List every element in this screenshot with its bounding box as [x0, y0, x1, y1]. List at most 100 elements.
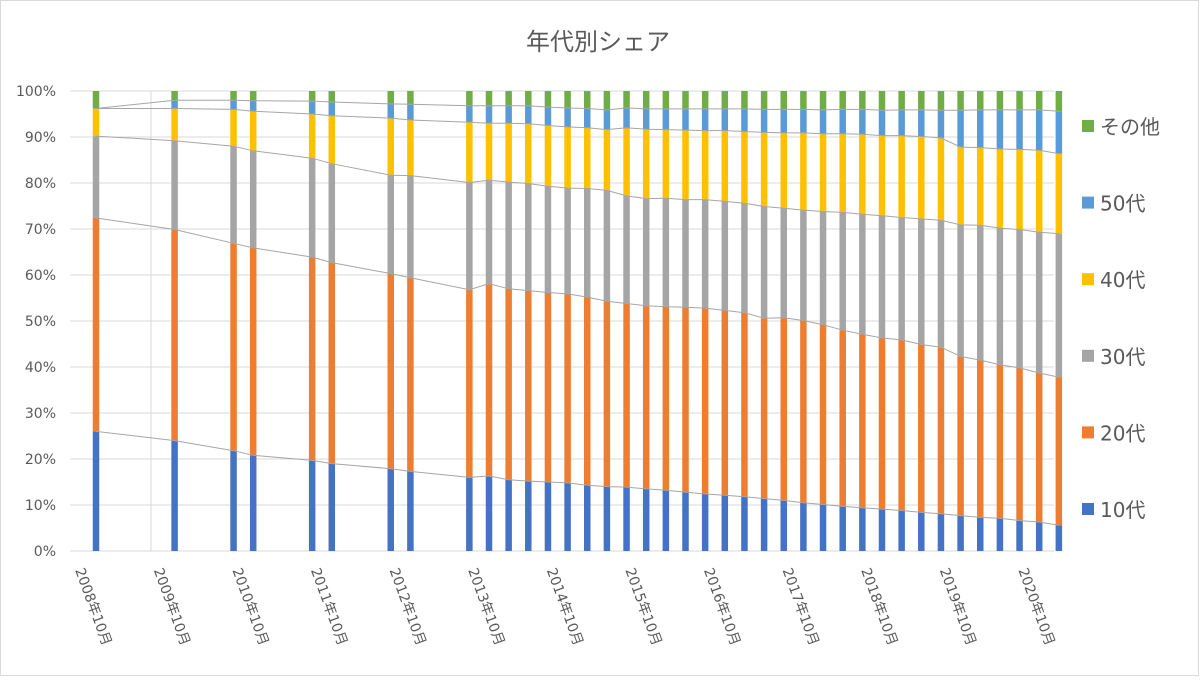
bar-segment [1055, 377, 1063, 526]
bar-segment [800, 109, 807, 133]
y-tick-label: 80% [25, 176, 56, 192]
bar-segment [407, 471, 414, 551]
bar-segment [1035, 522, 1043, 551]
legend-label: 20代 [1100, 421, 1145, 445]
bar-segment [603, 109, 611, 130]
bar-segment [682, 108, 689, 131]
bar-segment [1055, 111, 1063, 154]
bar-segment [544, 186, 552, 293]
bar-segment [642, 198, 650, 306]
bar-segment [878, 91, 886, 111]
bar-segment [525, 183, 532, 291]
bar-segment [525, 105, 532, 124]
bar-segment [564, 126, 571, 189]
bar-segment [957, 147, 964, 225]
bars [92, 91, 1063, 551]
bar-segment [328, 102, 336, 116]
bar-segment [505, 182, 512, 289]
bar-segment [230, 450, 237, 551]
bar-segment [701, 199, 709, 309]
bar-segment [230, 91, 237, 101]
series-boundary-line [95, 135, 1059, 235]
bar-segment [898, 91, 905, 110]
bar-segment [1055, 525, 1063, 551]
bar-segment [721, 130, 729, 202]
y-tick-label: 0% [34, 544, 56, 560]
bar-segment [249, 100, 257, 112]
bar-segment [92, 91, 100, 109]
y-axis-ticks: 0% 10% 20% 30% 40% 50% 60% 70% 80% 90% 100% [16, 84, 56, 560]
bar-segment [92, 217, 100, 432]
bar-segment [328, 91, 336, 103]
bar-segment [721, 495, 729, 551]
bar-segment [1035, 150, 1043, 233]
bar-segment [937, 513, 945, 551]
bar-segment [937, 347, 945, 514]
bar-segment [878, 338, 886, 510]
bar-segment [721, 108, 729, 131]
legend-swatch [1082, 273, 1094, 286]
bar-segment [839, 109, 846, 134]
bar-segment [584, 91, 591, 109]
bar-segment [249, 91, 257, 101]
chart-title: 年代別シェア [526, 28, 670, 56]
bar-segment [407, 119, 414, 176]
bar-segment [898, 510, 905, 551]
legend-swatch [1082, 503, 1094, 515]
bar-segment [584, 188, 591, 298]
bar-segment [859, 109, 866, 135]
bar-segment [819, 109, 827, 134]
bar-segment [171, 100, 178, 109]
bar-segment [859, 134, 866, 215]
series-boundary-line [96, 108, 1059, 155]
bar-segment [701, 493, 709, 551]
bar-segment [623, 487, 630, 551]
bar-segment [721, 91, 729, 109]
y-tick-label: 90% [25, 130, 56, 146]
bar-segment [485, 91, 493, 106]
bar-segment [859, 214, 866, 335]
bar-segment [800, 502, 807, 551]
bar-segment [957, 515, 964, 551]
bar-segment [977, 147, 984, 226]
bar-segment [839, 506, 846, 551]
bar-segment [584, 108, 591, 128]
bar-segment [466, 105, 473, 123]
bar-segment [171, 229, 178, 441]
bar-segment [525, 481, 532, 551]
bar-segment [564, 482, 571, 551]
bar-segment [387, 118, 394, 176]
bar-segment [407, 104, 414, 120]
bar-segment [466, 122, 473, 183]
bar-segment [741, 312, 748, 497]
bar-segment [898, 339, 905, 511]
bar-segment [682, 307, 689, 493]
bar-segment [1016, 91, 1023, 110]
bar-segment [603, 129, 611, 191]
legend-label: 50代 [1100, 192, 1145, 216]
bar-segment [249, 455, 257, 551]
bar-segment [800, 91, 807, 110]
bar-segment [839, 91, 846, 110]
bar-segment [603, 301, 611, 487]
bar-segment [584, 485, 591, 551]
bar-segment [171, 440, 178, 551]
bar-segment [859, 507, 866, 551]
bar-segment [1016, 520, 1023, 551]
bar-segment [387, 273, 394, 469]
bar-segment [328, 163, 336, 263]
bar-segment [937, 110, 945, 138]
bar-segment [525, 91, 532, 106]
bar-segment [387, 468, 394, 551]
bar-segment [485, 123, 493, 181]
bar-segment [859, 334, 866, 508]
bar-segment [701, 91, 709, 109]
bar-segment [780, 500, 787, 551]
bar-segment [800, 210, 807, 321]
bar-segment [721, 201, 729, 311]
bar-segment [662, 198, 670, 307]
bar-segment [721, 310, 729, 496]
bar-segment [564, 293, 571, 483]
bar-segment [544, 482, 552, 551]
bar-segment [1016, 109, 1023, 150]
